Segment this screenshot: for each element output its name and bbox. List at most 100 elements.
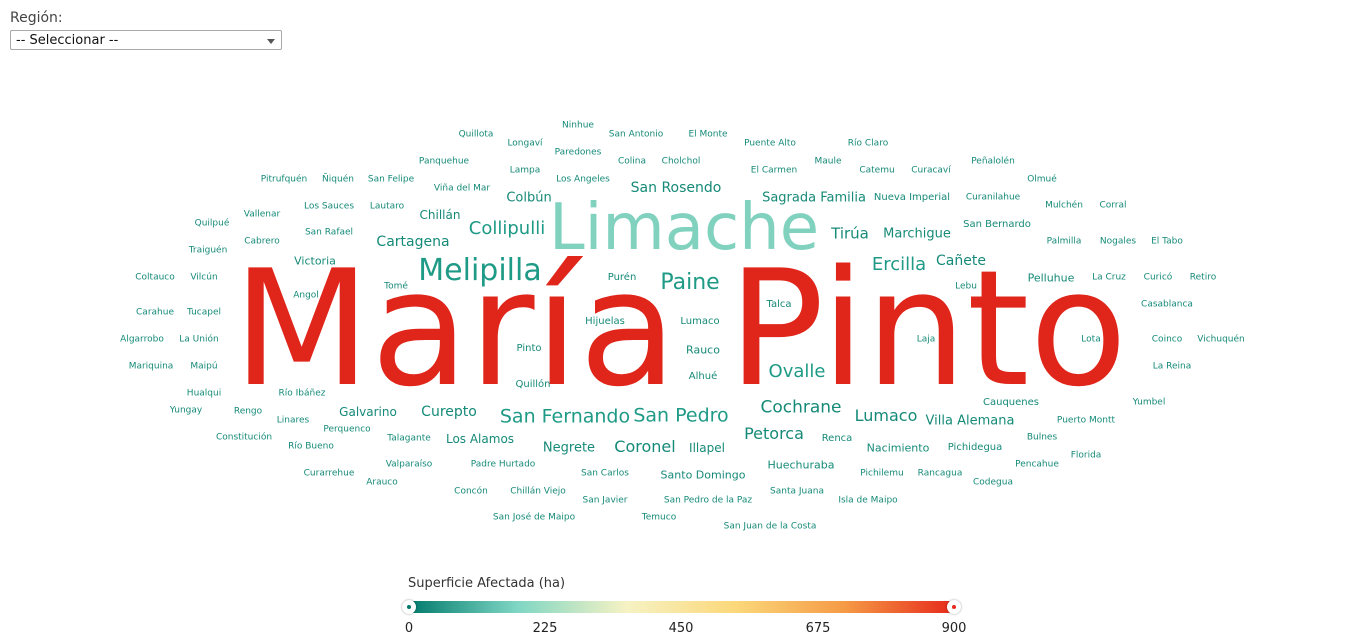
word-rengo[interactable]: Rengo: [233, 406, 263, 417]
region-select[interactable]: -- Seleccionar --: [10, 30, 282, 50]
word-curanilahue[interactable]: Curanilahue: [965, 192, 1021, 203]
word-maipu[interactable]: Maipú: [190, 361, 218, 372]
word-carahue[interactable]: Carahue: [136, 307, 174, 318]
word-pichilemu[interactable]: Pichilemu: [860, 468, 904, 479]
word-vina-del-mar[interactable]: Viña del Mar: [433, 183, 491, 194]
word-canete[interactable]: Cañete: [936, 253, 986, 269]
word-pelluhue[interactable]: Pelluhue: [1027, 271, 1075, 285]
word-perquenco[interactable]: Perquenco: [323, 424, 371, 435]
word-ercilla[interactable]: Ercilla: [871, 254, 927, 275]
word-valparaiso[interactable]: Valparaíso: [385, 459, 433, 470]
word-quillon[interactable]: Quillón: [515, 379, 551, 390]
word-algarrobo[interactable]: Algarrobo: [120, 334, 164, 345]
word-lumaco[interactable]: Lumaco: [680, 316, 720, 327]
word-el-monte[interactable]: El Monte: [688, 129, 728, 140]
word-chillan-viejo[interactable]: Chillán Viejo: [510, 486, 566, 497]
word-lebu[interactable]: Lebu: [955, 281, 977, 292]
word-hijuelas[interactable]: Hijuelas: [585, 316, 625, 327]
word-victoria[interactable]: Victoria: [294, 254, 336, 268]
word-lampa[interactable]: Lampa: [509, 165, 541, 176]
word-rauco[interactable]: Rauco: [686, 343, 720, 357]
word-pencahue[interactable]: Pencahue: [1015, 459, 1059, 470]
word-isla-de-maipo[interactable]: Isla de Maipo: [838, 495, 898, 506]
word-tucapel[interactable]: Tucapel: [186, 307, 222, 318]
word-negrete[interactable]: Negrete: [542, 440, 596, 456]
word-pinto[interactable]: Pinto: [516, 343, 542, 354]
word-san-felipe[interactable]: San Felipe: [367, 174, 415, 185]
word-pichidegua[interactable]: Pichidegua: [947, 442, 1003, 453]
word-maule[interactable]: Maule: [814, 156, 842, 167]
word-arauco[interactable]: Arauco: [366, 477, 398, 488]
word-vichuquen[interactable]: Vichuquén: [1197, 334, 1245, 345]
word-concon[interactable]: Concón: [454, 486, 488, 497]
legend-max-handle[interactable]: [947, 600, 961, 614]
word-la-union[interactable]: La Unión: [179, 334, 219, 345]
word-colina[interactable]: Colina: [617, 156, 647, 167]
word-longavi[interactable]: Longaví: [507, 138, 543, 149]
word-puren[interactable]: Purén: [607, 272, 637, 283]
legend-min-handle[interactable]: [402, 600, 416, 614]
word-san-bernardo[interactable]: San Bernardo: [963, 219, 1031, 230]
word-olmue[interactable]: Olmué: [1027, 174, 1057, 185]
word-nogales[interactable]: Nogales: [1099, 236, 1137, 247]
word-quillota[interactable]: Quillota: [458, 129, 494, 140]
word-curico[interactable]: Curicó: [1143, 272, 1173, 283]
word-alhue[interactable]: Alhué: [688, 371, 718, 382]
word-corral[interactable]: Corral: [1099, 200, 1127, 211]
word-curacavi[interactable]: Curacaví: [911, 165, 951, 176]
word-linares[interactable]: Linares: [276, 415, 310, 426]
word-casablanca[interactable]: Casablanca: [1141, 299, 1193, 310]
word-catemu[interactable]: Catemu: [859, 165, 895, 176]
word-curepto[interactable]: Curepto: [421, 404, 477, 420]
word-yungay[interactable]: Yungay: [169, 405, 203, 416]
word-puerto-montt[interactable]: Puerto Montt: [1056, 415, 1116, 426]
word-traiguen[interactable]: Traiguén: [188, 245, 228, 256]
word-retiro[interactable]: Retiro: [1189, 272, 1217, 283]
word-quilpue[interactable]: Quilpué: [194, 218, 230, 229]
word-collipulli[interactable]: Collipulli: [468, 218, 546, 239]
word-santo-domingo[interactable]: Santo Domingo: [660, 468, 746, 482]
word-penalolen[interactable]: Peñalolén: [971, 156, 1015, 167]
word-nacimiento[interactable]: Nacimiento: [866, 441, 930, 455]
word-san-antonio[interactable]: San Antonio: [608, 129, 664, 140]
word-cochrane[interactable]: Cochrane: [760, 397, 842, 418]
word-marchigue[interactable]: Marchigue: [883, 226, 951, 242]
word-curarrehue[interactable]: Curarrehue: [303, 468, 355, 479]
word-coronel[interactable]: Coronel: [614, 437, 676, 456]
word-chillan[interactable]: Chillán: [419, 208, 461, 222]
word-hualqui[interactable]: Hualqui: [186, 388, 222, 399]
word-yumbel[interactable]: Yumbel: [1132, 397, 1166, 408]
word-san-javier[interactable]: San Javier: [582, 495, 628, 506]
word-talagante[interactable]: Talagante: [387, 433, 431, 444]
word-la-reina[interactable]: La Reina: [1152, 361, 1192, 372]
word-huechuraba[interactable]: Huechuraba: [767, 458, 835, 472]
word-pitrufquen[interactable]: Pitrufquén: [260, 174, 308, 185]
word-mulchen[interactable]: Mulchén: [1045, 200, 1083, 211]
word-codegua[interactable]: Codegua: [973, 477, 1013, 488]
word-la-cruz[interactable]: La Cruz: [1092, 272, 1126, 283]
word-san-pedro[interactable]: San Pedro: [633, 404, 729, 427]
word-melipilla[interactable]: Melipilla: [418, 253, 542, 288]
word-renca[interactable]: Renca: [821, 433, 853, 444]
word-constitucion[interactable]: Constitución: [215, 432, 273, 443]
word-temuco[interactable]: Temuco: [641, 512, 677, 523]
word-florida[interactable]: Florida: [1070, 450, 1102, 461]
word-talca[interactable]: Talca: [766, 299, 792, 310]
word-coltauco[interactable]: Coltauco: [135, 272, 175, 283]
word-rio-claro[interactable]: Río Claro: [847, 138, 889, 149]
word-tirua[interactable]: Tirúa: [831, 224, 869, 243]
word-niquen[interactable]: Ñiquén: [322, 174, 354, 185]
word-san-fernando[interactable]: San Fernando: [499, 405, 631, 428]
word-coinco[interactable]: Coinco: [1151, 334, 1183, 345]
word-san-carlos[interactable]: San Carlos: [581, 468, 629, 479]
word-el-tabo[interactable]: El Tabo: [1151, 236, 1183, 247]
word-san-pedro-de-la-paz[interactable]: San Pedro de la Paz: [663, 495, 753, 506]
word-galvarino[interactable]: Galvarino: [339, 405, 397, 419]
word-palmilla[interactable]: Palmilla: [1046, 236, 1082, 247]
word-limache[interactable]: Limache: [548, 191, 820, 265]
word-paine[interactable]: Paine: [660, 270, 720, 295]
word-cabrero[interactable]: Cabrero: [244, 236, 280, 247]
word-vallenar[interactable]: Vallenar: [243, 209, 281, 220]
word-laja[interactable]: Laja: [916, 334, 936, 345]
word-bulnes[interactable]: Bulnes: [1026, 432, 1058, 443]
